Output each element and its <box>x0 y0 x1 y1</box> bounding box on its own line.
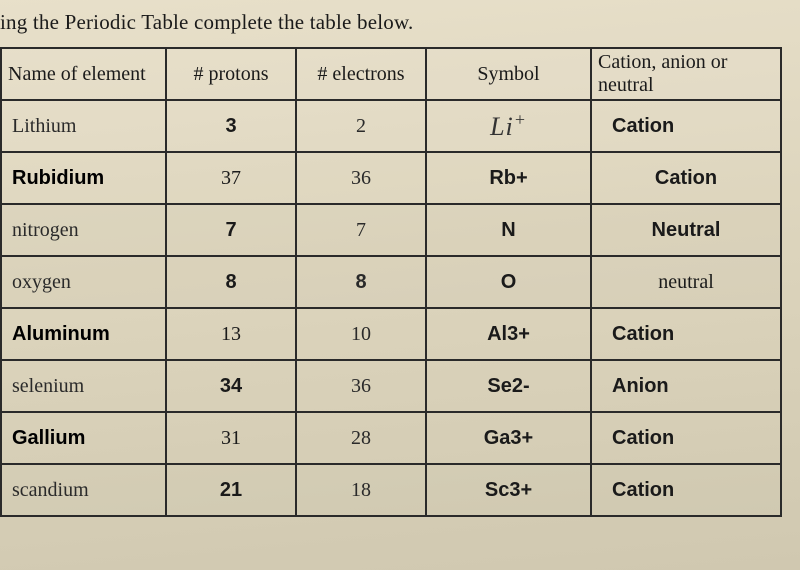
type-cell: Neutral <box>591 204 781 256</box>
electrons-cell: 8 <box>296 256 426 308</box>
protons-cell: 37 <box>166 152 296 204</box>
protons-cell: 31 <box>166 412 296 464</box>
electrons-cell: 18 <box>296 464 426 516</box>
type-cell: Cation <box>591 308 781 360</box>
symbol-cell: Ga3+ <box>426 412 591 464</box>
table-row: Gallium3128Ga3+Cation <box>1 412 781 464</box>
electrons-cell: 36 <box>296 152 426 204</box>
element-name-cell: selenium <box>1 360 166 412</box>
table-row: Aluminum1310Al3+Cation <box>1 308 781 360</box>
table-row: Rubidium3736Rb+Cation <box>1 152 781 204</box>
periodic-table-worksheet: Name of element # protons # electrons Sy… <box>0 47 782 517</box>
element-name-cell: scandium <box>1 464 166 516</box>
symbol-cell: O <box>426 256 591 308</box>
type-cell: Cation <box>591 152 781 204</box>
symbol-cell: Sc3+ <box>426 464 591 516</box>
protons-cell: 7 <box>166 204 296 256</box>
worksheet-page: ing the Periodic Table complete the tabl… <box>0 0 800 570</box>
header-protons: # protons <box>166 48 296 100</box>
type-cell: Cation <box>591 412 781 464</box>
header-symbol: Symbol <box>426 48 591 100</box>
table-row: Lithium32 Li+ Cation <box>1 100 781 152</box>
protons-cell: 8 <box>166 256 296 308</box>
symbol-cell: Li+ <box>426 100 591 152</box>
element-name-cell: Gallium <box>1 412 166 464</box>
symbol-cell: Al3+ <box>426 308 591 360</box>
table-row: nitrogen77NNeutral <box>1 204 781 256</box>
protons-cell: 21 <box>166 464 296 516</box>
symbol-cell: N <box>426 204 591 256</box>
symbol-cell: Rb+ <box>426 152 591 204</box>
element-name-cell: Aluminum <box>1 308 166 360</box>
header-electrons: # electrons <box>296 48 426 100</box>
element-name-cell: Rubidium <box>1 152 166 204</box>
protons-cell: 34 <box>166 360 296 412</box>
header-type: Cation, anion or neutral <box>591 48 781 100</box>
electrons-cell: 7 <box>296 204 426 256</box>
table-row: oxygen88Oneutral <box>1 256 781 308</box>
table-body: Lithium32Li+CationRubidium3736Rb+Cationn… <box>1 100 781 516</box>
header-name: Name of element <box>1 48 166 100</box>
handwritten-symbol: Li+ <box>490 112 527 141</box>
protons-cell: 3 <box>166 100 296 152</box>
instruction-text: ing the Periodic Table complete the tabl… <box>0 10 798 35</box>
type-cell: Cation <box>591 464 781 516</box>
electrons-cell: 36 <box>296 360 426 412</box>
type-cell: neutral <box>591 256 781 308</box>
symbol-cell: Se2- <box>426 360 591 412</box>
type-cell: Cation <box>591 100 781 152</box>
electrons-cell: 2 <box>296 100 426 152</box>
header-row: Name of element # protons # electrons Sy… <box>1 48 781 100</box>
protons-cell: 13 <box>166 308 296 360</box>
electrons-cell: 28 <box>296 412 426 464</box>
element-name-cell: nitrogen <box>1 204 166 256</box>
element-name-cell: oxygen <box>1 256 166 308</box>
table-row: selenium3436Se2-Anion <box>1 360 781 412</box>
type-cell: Anion <box>591 360 781 412</box>
element-name-cell: Lithium <box>1 100 166 152</box>
electrons-cell: 10 <box>296 308 426 360</box>
table-row: scandium2118Sc3+Cation <box>1 464 781 516</box>
